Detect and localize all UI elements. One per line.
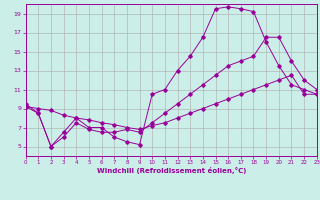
X-axis label: Windchill (Refroidissement éolien,°C): Windchill (Refroidissement éolien,°C) xyxy=(97,167,246,174)
